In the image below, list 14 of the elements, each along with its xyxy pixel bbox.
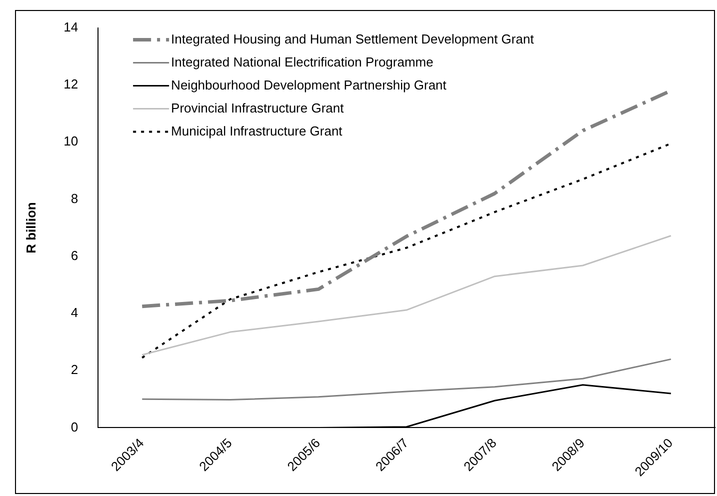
y-tick-label: 6 [70, 248, 78, 263]
y-tick-label: 10 [64, 134, 78, 149]
y-axis-title: R billion [23, 202, 38, 254]
legend-label: Integrated Housing and Human Settlement Development Grant [171, 31, 534, 46]
y-tick-label: 8 [70, 190, 78, 206]
y-tick-label: 12 [64, 76, 78, 92]
legend-label: Neighbourhood Development Partnership Grant [171, 77, 447, 92]
legend-label: Municipal Infrastructure Grant [171, 123, 343, 138]
y-tick-label: 14 [64, 19, 78, 34]
legend-label: Provincial Infrastructure Grant [171, 100, 344, 116]
legend-label: Integrated National Electrification Programme [171, 54, 434, 70]
y-tick-label: 2 [70, 362, 78, 378]
y-tick-label: 4 [70, 305, 78, 320]
y-tick-label: 0 [70, 419, 78, 434]
